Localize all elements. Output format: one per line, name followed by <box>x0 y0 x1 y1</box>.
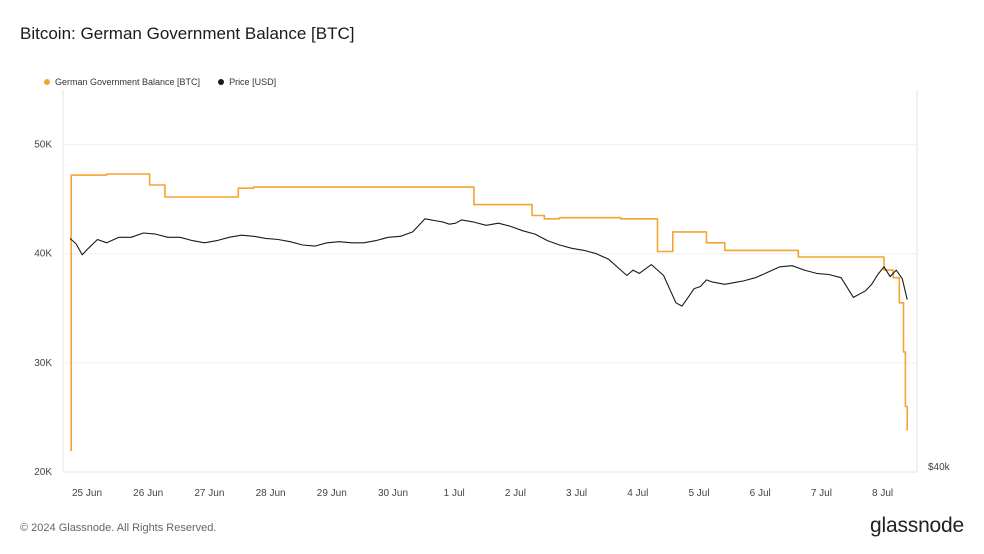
legend-label-price: Price [USD] <box>229 77 277 87</box>
chart-title: Bitcoin: German Government Balance [BTC] <box>20 24 355 43</box>
x-tick-label: 27 Jun <box>194 488 224 499</box>
x-tick-label: 7 Jul <box>811 488 832 499</box>
series-line-price <box>69 218 908 307</box>
grid <box>63 144 917 364</box>
legend-dot-balance <box>44 79 50 85</box>
y-right-tick-label: $40k <box>928 462 951 473</box>
x-tick-label: 2 Jul <box>505 488 526 499</box>
y-tick-label: 20K <box>34 467 52 478</box>
x-tick-label: 5 Jul <box>688 488 709 499</box>
x-tick-label: 4 Jul <box>627 488 648 499</box>
x-tick-label: 25 Jun <box>72 488 102 499</box>
x-tick-label: 26 Jun <box>133 488 163 499</box>
legend-dot-price <box>218 79 225 85</box>
series-layer <box>69 173 908 451</box>
x-tick-label: 28 Jun <box>256 488 286 499</box>
copyright: © 2024 Glassnode. All Rights Reserved. <box>20 522 217 534</box>
legend: German Government Balance [BTC] Price [U… <box>44 77 276 87</box>
x-tick-label: 6 Jul <box>750 488 771 499</box>
x-tick-label: 1 Jul <box>444 488 465 499</box>
glassnode-logo: glassnode <box>870 514 964 537</box>
series-line-balance <box>70 173 908 451</box>
x-tick-label: 30 Jun <box>378 488 408 499</box>
legend-label-balance: German Government Balance [BTC] <box>55 77 201 87</box>
y-tick-label: 40K <box>34 249 52 260</box>
legend-item-balance[interactable]: German Government Balance [BTC] <box>44 77 200 87</box>
y-tick-label: 30K <box>34 358 52 369</box>
legend-item-price[interactable]: Price [USD] <box>218 77 276 87</box>
y-tick-label: 50K <box>34 140 52 151</box>
tick-labels: 20K 30K 40K 50K $40k 25 Jun 26 Jun 27 Jun 28 Jun… <box>34 140 950 499</box>
x-tick-label: 29 Jun <box>317 488 347 499</box>
x-tick-label: 3 Jul <box>566 488 587 499</box>
x-tick-label: 8 Jul <box>872 488 893 499</box>
